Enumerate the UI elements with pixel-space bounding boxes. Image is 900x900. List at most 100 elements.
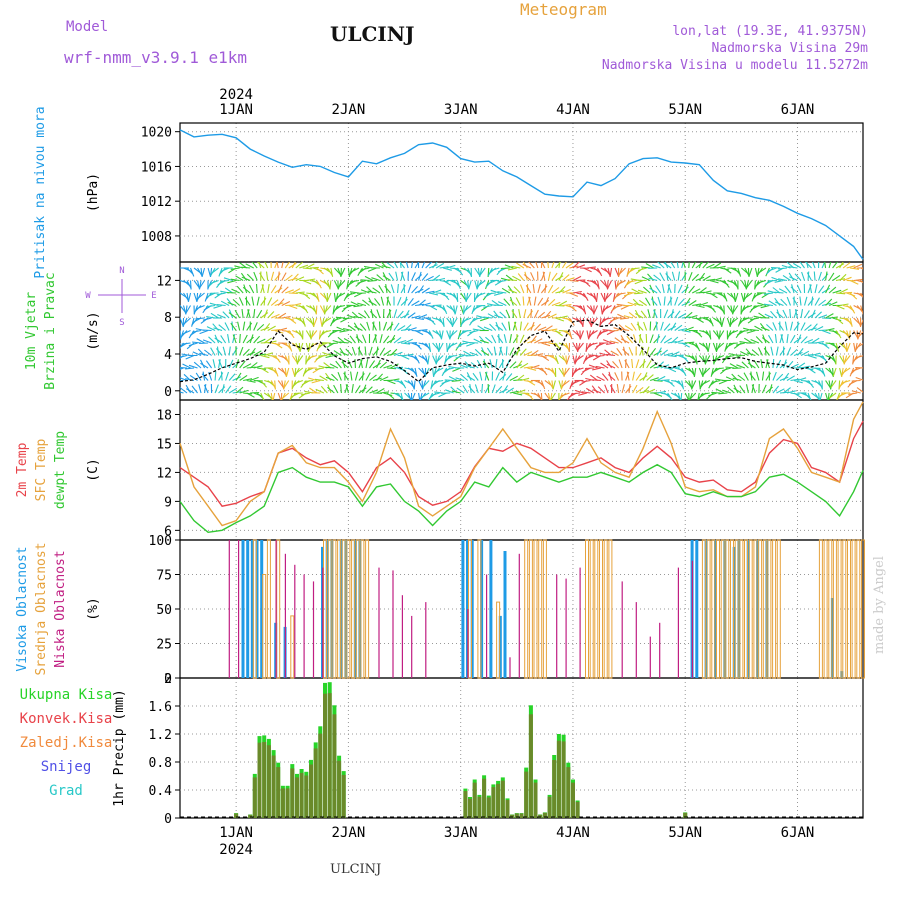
- precip-convective-bar: [276, 767, 281, 818]
- wind-arrow: [667, 354, 677, 358]
- wind-arrow: [220, 279, 230, 282]
- wind-arrow: [620, 338, 630, 344]
- wind-arrow: [653, 350, 662, 356]
- wind-arrow: [630, 322, 637, 331]
- wind-arrow: [688, 285, 695, 294]
- wind-arrow: [200, 362, 209, 369]
- wind-arrow: [264, 352, 273, 357]
- wind-arrow: [643, 321, 648, 331]
- wind-arrow: [681, 342, 690, 348]
- wind-arrow: [541, 299, 550, 306]
- wind-arrow: [484, 371, 488, 381]
- wind-arrow: [776, 373, 784, 381]
- wind-arrow: [358, 373, 365, 381]
- wind-arrow: [547, 262, 549, 269]
- wind-arrow: [302, 317, 306, 327]
- wind-arrow: [715, 355, 725, 360]
- cloud-bar: [765, 540, 769, 678]
- wind-arrow: [618, 267, 626, 275]
- wind-arrow: [627, 291, 637, 294]
- wind-arrow: [201, 373, 209, 381]
- cloud-bar: [290, 615, 295, 679]
- wind-arrow: [343, 304, 353, 310]
- wind-arrow: [198, 384, 202, 394]
- wind-arrow: [465, 365, 475, 369]
- wind-arrow: [235, 386, 244, 394]
- wind-arrow: [839, 273, 847, 281]
- wind-arrow: [421, 273, 429, 281]
- wind-arrow: [796, 284, 802, 294]
- wind-arrow: [766, 359, 770, 369]
- wind-arrow: [421, 262, 426, 269]
- wind-arrow: [770, 266, 780, 269]
- wind-arrow: [850, 267, 860, 270]
- unit-label: 1hr Precip (mm): [112, 689, 127, 806]
- wind-arrow: [836, 392, 841, 400]
- wind-arrow: [267, 325, 276, 331]
- wind-arrow: [665, 273, 672, 281]
- wind-arrow: [312, 305, 317, 315]
- wind-arrow: [375, 359, 381, 369]
- precip-convective-bar: [561, 741, 566, 818]
- wind-arrow: [848, 392, 858, 395]
- wind-arrow: [469, 329, 479, 334]
- wind-arrow: [343, 372, 349, 381]
- wind-arrow: [674, 296, 679, 306]
- wind-arrow: [430, 392, 440, 397]
- wind-arrow: [832, 262, 838, 269]
- compass-w: W: [85, 291, 91, 301]
- wind-arrow: [263, 323, 271, 331]
- wind-arrow: [735, 354, 745, 357]
- wind-arrow: [241, 266, 251, 269]
- wind-arrow: [362, 299, 370, 306]
- wind-arrow: [224, 287, 233, 294]
- wind-arrow: [405, 262, 409, 269]
- wind-arrow: [575, 330, 581, 339]
- wind-arrow: [490, 289, 500, 294]
- wind-arrow: [206, 304, 216, 308]
- y-tick-label: 15: [156, 437, 172, 452]
- wind-arrow: [271, 313, 280, 319]
- wind-arrow: [699, 380, 704, 390]
- series-line: [179, 420, 864, 507]
- wind-arrow: [653, 309, 656, 319]
- wind-arrow: [425, 290, 435, 294]
- wind-arrow: [232, 334, 237, 344]
- wind-arrow: [624, 359, 630, 369]
- wind-arrow: [544, 297, 550, 306]
- wind-arrow: [329, 280, 332, 290]
- wind-arrow: [702, 367, 707, 377]
- wind-arrow: [523, 351, 533, 356]
- wind-arrow: [422, 380, 427, 390]
- wind-arrow: [372, 287, 381, 294]
- wind-arrow: [367, 267, 377, 272]
- wind-arrow: [737, 267, 742, 277]
- wind-arrow: [239, 333, 241, 344]
- wind-arrow: [604, 384, 609, 394]
- wind-arrow: [692, 303, 702, 307]
- wind-arrow: [325, 376, 335, 382]
- wind-arrow: [540, 367, 548, 376]
- wind-arrow: [499, 388, 508, 394]
- wind-arrow: [503, 334, 507, 344]
- wind-arrow: [533, 309, 539, 319]
- wind-arrow: [191, 317, 195, 327]
- wind-arrow: [642, 372, 648, 381]
- wind-arrow: [272, 392, 276, 400]
- legend-label: Ukupna Kisa: [20, 687, 113, 703]
- wind-arrow: [542, 271, 546, 281]
- wind-arrow: [512, 321, 517, 331]
- wind-arrow: [803, 296, 808, 306]
- wind-arrow: [354, 385, 361, 394]
- wind-arrow: [579, 330, 584, 340]
- y-tick-label: 0: [164, 672, 172, 687]
- y-tick-label: 18: [156, 408, 172, 423]
- wind-arrow: [428, 317, 436, 325]
- precip-convective-bar: [318, 733, 323, 818]
- wind-arrow: [270, 392, 274, 400]
- wind-arrow: [635, 359, 640, 369]
- wind-arrow: [589, 305, 595, 315]
- wind-arrow: [448, 342, 458, 348]
- wind-arrow: [772, 371, 777, 381]
- wind-arrow: [360, 289, 370, 294]
